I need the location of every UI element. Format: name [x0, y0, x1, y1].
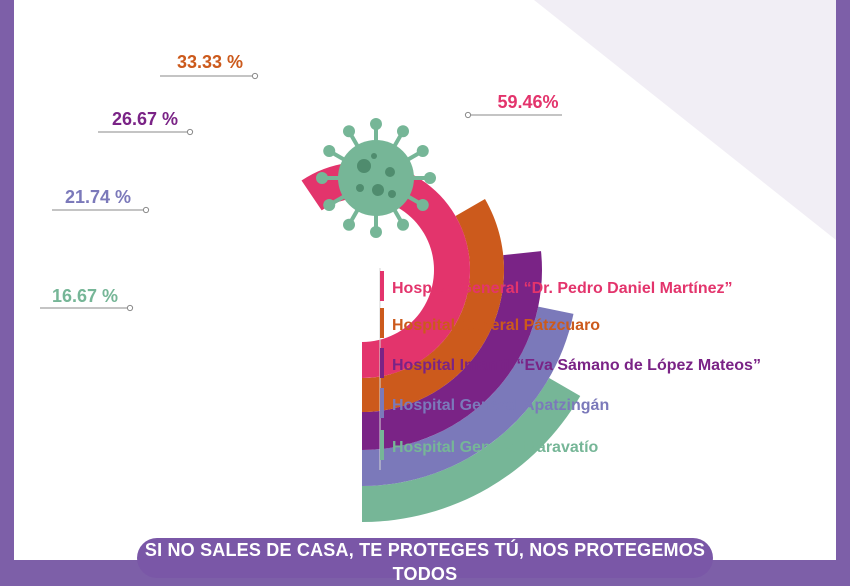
panel-fold — [14, 0, 836, 498]
label-dot-5 — [126, 304, 134, 312]
label-dot-3 — [186, 128, 194, 136]
value-label-1: 59.46% — [497, 92, 558, 112]
virus-icon — [316, 118, 436, 238]
arc-2 — [362, 199, 505, 412]
legend-marker-5 — [380, 430, 384, 460]
arc-4 — [362, 306, 574, 486]
banner-text: SI NO SALES DE CASA, TE PROTEGES TÚ, NOS… — [144, 540, 706, 584]
label-dot-4 — [142, 206, 150, 214]
legend-marker-2 — [380, 308, 384, 338]
legend-marker-1 — [380, 271, 384, 301]
legend-label-1: Hospital General “Dr. Pedro Daniel Martí… — [392, 280, 733, 297]
infographic: 59.46% Hospital General “Dr. Pedro Daniel… — [14, 0, 836, 584]
label-dot-2 — [251, 72, 259, 80]
value-label-2: 33.33 % — [177, 52, 243, 72]
value-label-5: 16.67 % — [52, 286, 118, 306]
legend-label-4: Hospital General Apatzingán — [392, 397, 609, 414]
legend-label-5: Hospital General Maravatío — [392, 439, 599, 456]
fold-shape — [534, 0, 836, 240]
label-dot-1 — [464, 111, 472, 119]
value-label-4: 21.74 % — [65, 187, 131, 207]
legend-label-2: Hospital General Pátzcuaro — [392, 317, 600, 334]
radial-bar-chart: 59.46% Hospital General “Dr. Pedro Daniel… — [40, 52, 761, 522]
arc-1 — [301, 162, 471, 378]
campaign-banner: SI NO SALES DE CASA, TE PROTEGES TÚ, NOS… — [137, 538, 713, 584]
value-label-3: 26.67 % — [112, 109, 178, 129]
legend-marker-4 — [380, 388, 384, 418]
legend-label-3: Hospital Infantil “Eva Sámano de López M… — [392, 357, 761, 374]
legend-marker-3 — [380, 348, 384, 378]
arc-5 — [362, 377, 581, 522]
